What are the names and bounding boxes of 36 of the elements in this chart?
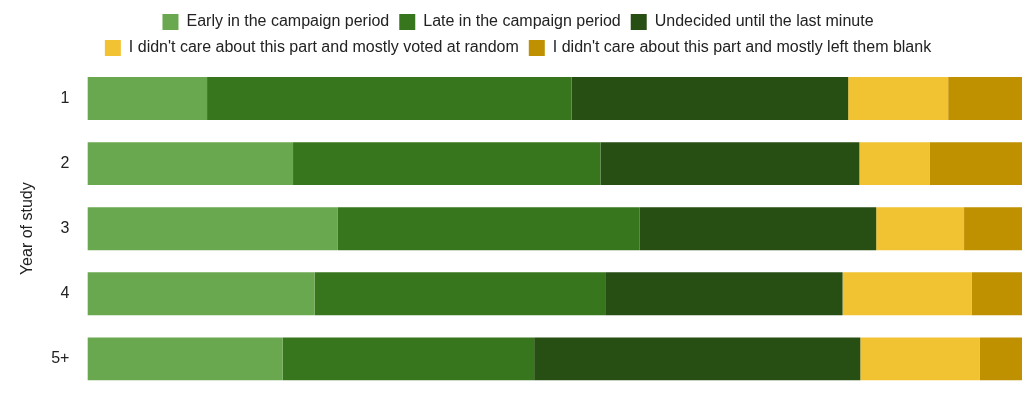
bar: [87, 77, 208, 121]
y-tick-label: 1: [60, 88, 70, 106]
bar: [293, 142, 601, 186]
bar: [971, 272, 1022, 316]
legend-label: Undecided until the last minute: [654, 12, 874, 30]
bar: [860, 337, 980, 381]
bar: [605, 272, 843, 316]
legend-label: I didn't care about this part and mostly voted at random: [128, 38, 519, 56]
bar: [87, 337, 283, 381]
bar: [314, 272, 606, 316]
y-axis-title: Year of study: [18, 182, 36, 276]
bar: [207, 77, 572, 121]
bar: [929, 142, 1022, 186]
y-tick-label: 2: [60, 154, 70, 172]
bar: [571, 77, 849, 121]
bar: [639, 207, 877, 251]
bar: [876, 207, 965, 251]
bar: [87, 272, 315, 316]
bar: [964, 207, 1022, 251]
bar: [600, 142, 860, 186]
bar: [859, 142, 930, 186]
bar: [842, 272, 972, 316]
legend-label: I didn't care about this part and mostly left them blank: [552, 38, 933, 56]
bar: [87, 142, 294, 186]
y-tick-label: 4: [60, 284, 70, 302]
y-tick-label: 5+: [51, 349, 70, 367]
bar: [979, 337, 1022, 381]
legend-label: Late in the campaign period: [423, 12, 621, 30]
bar: [948, 77, 1022, 121]
bar: [337, 207, 640, 251]
bar: [87, 207, 338, 251]
bar: [534, 337, 861, 381]
bar: [282, 337, 535, 381]
y-tick-label: 3: [60, 219, 70, 237]
legend-label: Early in the campaign period: [186, 12, 390, 30]
bar: [848, 77, 949, 121]
